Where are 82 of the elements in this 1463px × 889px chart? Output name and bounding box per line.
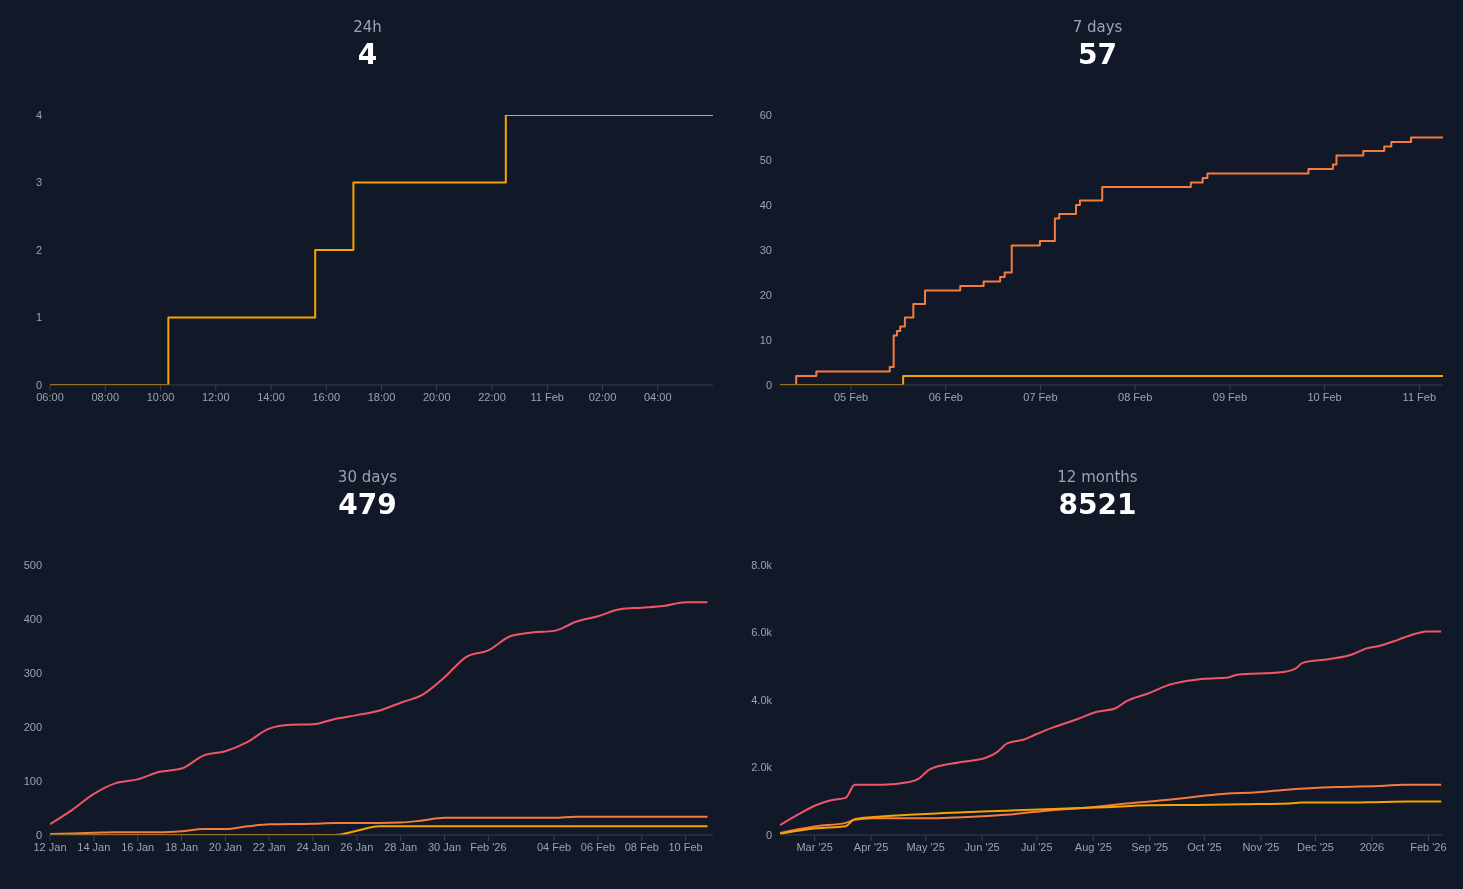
x-tick-label: 16 Jan <box>121 840 155 853</box>
x-tick-label: 22:00 <box>478 390 506 403</box>
chart-subtitle: 57 <box>1077 38 1118 71</box>
x-tick-label: 10 Feb <box>668 840 703 853</box>
x-tick-label: 08 Feb <box>624 840 659 853</box>
x-tick-label: May '25 <box>906 840 945 853</box>
x-tick-label: 04 Feb <box>536 840 572 853</box>
x-tick-label: Sep '25 <box>1131 840 1169 853</box>
y-tick-label: 2.0k <box>751 761 773 774</box>
x-tick-label: 14:00 <box>257 390 285 403</box>
y-tick-label: 0 <box>765 378 772 391</box>
chart-title: 24h <box>352 18 383 36</box>
y-tick-label: 1 <box>35 311 42 324</box>
x-tick-label: 11 Feb <box>530 390 564 403</box>
chart-title: 7 days <box>1071 18 1124 36</box>
y-tick-label: 60 <box>759 108 772 121</box>
x-tick-label: 08:00 <box>91 390 120 403</box>
x-tick-label: 06 Feb <box>928 390 963 403</box>
y-tick-label: 50 <box>759 153 772 166</box>
x-tick-label: 11 Feb <box>1402 390 1437 403</box>
x-tick-label: 02:00 <box>588 390 617 403</box>
line-series <box>780 800 1443 835</box>
y-tick-label: 0 <box>35 378 42 391</box>
y-tick-label: 500 <box>23 558 42 571</box>
y-tick-label: 300 <box>23 666 42 679</box>
y-tick-label: 4 <box>35 108 42 121</box>
y-tick-label: 6.0k <box>751 626 773 639</box>
line-series <box>780 630 1443 827</box>
x-tick-label: 26 Jan <box>340 840 374 853</box>
x-tick-label: 20 Jan <box>208 840 242 853</box>
line-series <box>780 783 1443 834</box>
y-tick-label: 0 <box>765 828 772 841</box>
y-tick-label: 3 <box>35 176 42 189</box>
x-tick-label: 07 Feb <box>1023 390 1058 403</box>
x-tick-label: 28 Jan <box>384 840 418 853</box>
x-tick-label: 06 Feb <box>580 840 616 853</box>
x-tick-label: 14 Jan <box>77 840 111 853</box>
x-tick-label: Oct '25 <box>1187 840 1222 853</box>
x-tick-label: 06:00 <box>36 390 64 403</box>
x-tick-label: 12 Jan <box>33 840 67 853</box>
x-tick-label: 12:00 <box>201 390 230 403</box>
x-tick-label: Feb '26 <box>470 840 507 853</box>
x-tick-label: 24 Jan <box>296 840 330 853</box>
x-tick-label: Feb '26 <box>1410 840 1447 853</box>
y-tick-label: 100 <box>23 774 42 787</box>
x-tick-label: 22 Jan <box>252 840 286 853</box>
y-tick-label: 200 <box>23 720 42 733</box>
chart-subtitle: 4 <box>356 38 379 71</box>
x-tick-label: 05 Feb <box>833 390 869 403</box>
y-tick-label: 4.0k <box>751 693 773 706</box>
x-tick-label: 30 Jan <box>428 840 462 853</box>
x-tick-label: 04:00 <box>643 390 672 403</box>
chart-title: 30 days <box>336 468 399 486</box>
chart-subtitle: 8521 <box>1057 488 1138 521</box>
x-tick-label: 16:00 <box>312 390 341 403</box>
x-tick-label: Aug '25 <box>1074 840 1112 853</box>
x-tick-label: 10 Feb <box>1307 390 1342 403</box>
x-tick-label: Apr '25 <box>853 840 889 853</box>
line-series <box>50 601 709 826</box>
x-tick-label: 20:00 <box>422 390 451 403</box>
x-tick-label: Jun '25 <box>964 840 1000 853</box>
x-tick-label: 18:00 <box>367 390 396 403</box>
y-tick-label: 2 <box>35 243 42 256</box>
chart-title: 12 months <box>1056 468 1139 486</box>
x-tick-label: 10:00 <box>146 390 175 403</box>
x-tick-label: Dec '25 <box>1297 840 1334 853</box>
chart-subtitle: 479 <box>337 488 398 521</box>
x-tick-label: 18 Jan <box>164 840 199 853</box>
x-tick-label: Jul '25 <box>1021 840 1053 853</box>
x-tick-label: 09 Feb <box>1212 390 1248 403</box>
y-tick-label: 8.0k <box>751 558 773 571</box>
y-tick-label: 40 <box>759 198 772 211</box>
x-tick-label: Nov '25 <box>1242 840 1280 853</box>
y-tick-label: 0 <box>35 828 42 841</box>
y-tick-label: 400 <box>23 612 42 625</box>
line-series <box>50 815 709 835</box>
x-tick-label: Mar '25 <box>796 840 833 853</box>
x-tick-label: 08 Feb <box>1118 390 1153 403</box>
y-tick-label: 30 <box>759 243 772 256</box>
x-tick-label: 2026 <box>1359 840 1385 853</box>
y-tick-label: 20 <box>759 288 772 301</box>
y-tick-label: 10 <box>759 333 772 346</box>
